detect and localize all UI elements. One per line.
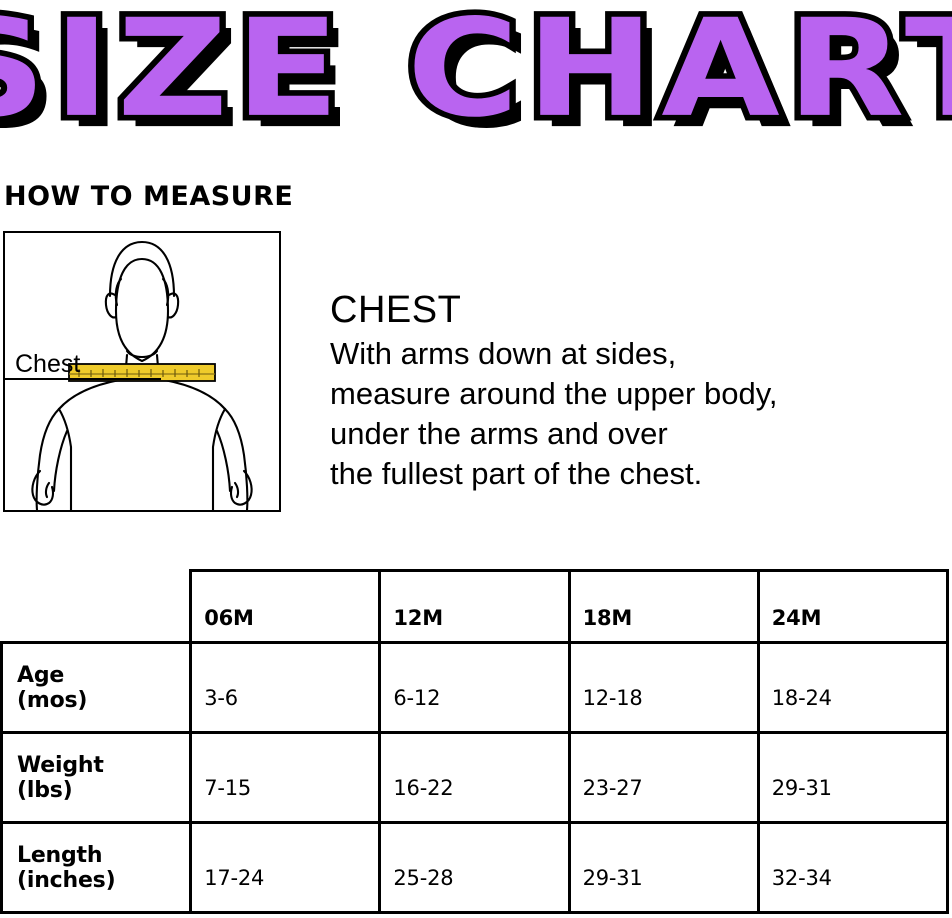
cell-length-24m: 32-34 bbox=[756, 821, 950, 914]
row-label-length: Length (inches) bbox=[0, 821, 193, 914]
cell-weight-18m: 23-27 bbox=[567, 731, 760, 824]
chest-description-line: measure around the upper body, bbox=[330, 376, 778, 411]
torso-figure-icon bbox=[31, 240, 253, 510]
cell-length-06m: 17-24 bbox=[189, 821, 382, 914]
row-label-age: Age (mos) bbox=[0, 641, 193, 734]
how-to-measure-heading: HOW TO MEASURE bbox=[4, 181, 294, 212]
row-label-line: Weight bbox=[17, 752, 104, 778]
row-label-line: (mos) bbox=[17, 687, 88, 713]
table-corner-cell bbox=[2, 571, 191, 643]
page-title: SIZE CHART bbox=[0, 0, 952, 151]
measuring-tape bbox=[68, 363, 216, 382]
table-row: Age (mos) 3-6 6-12 12-18 18-24 bbox=[0, 641, 950, 734]
cell-age-18m: 12-18 bbox=[567, 641, 760, 734]
cell-age-06m: 3-6 bbox=[189, 641, 382, 734]
cell-weight-24m: 29-31 bbox=[756, 731, 950, 824]
chest-callout-label: Chest bbox=[15, 350, 81, 378]
cell-age-24m: 18-24 bbox=[756, 641, 950, 734]
size-table: 06M 12M 18M 24M Age (mos) 3-6 6-12 12-18… bbox=[0, 569, 950, 914]
row-label-line: Length bbox=[17, 842, 103, 868]
table-header-06m: 06M bbox=[189, 569, 382, 644]
row-label-line: Age bbox=[17, 662, 65, 688]
cell-length-12m: 25-28 bbox=[378, 821, 571, 914]
table-header-row: 06M 12M 18M 24M bbox=[2, 569, 950, 644]
chest-description-line: With arms down at sides, bbox=[330, 336, 677, 371]
chest-description-line: the fullest part of the chest. bbox=[330, 456, 703, 491]
table-header-18m: 18M bbox=[567, 569, 760, 644]
cell-weight-06m: 7-15 bbox=[189, 731, 382, 824]
table-header-24m: 24M bbox=[756, 569, 950, 644]
row-label-weight: Weight (lbs) bbox=[0, 731, 193, 824]
cell-length-18m: 29-31 bbox=[567, 821, 760, 914]
body-measurement-diagram bbox=[3, 231, 281, 512]
table-row: Length (inches) 17-24 25-28 29-31 32-34 bbox=[0, 821, 950, 914]
cell-weight-12m: 16-22 bbox=[378, 731, 571, 824]
cell-age-12m: 6-12 bbox=[378, 641, 571, 734]
chest-instructions: CHEST With arms down at sides, measure a… bbox=[330, 288, 930, 494]
row-label-line: (lbs) bbox=[17, 777, 73, 803]
chest-description-line: under the arms and over bbox=[330, 416, 668, 451]
title-banner: SIZE CHART bbox=[0, 0, 952, 160]
row-label-line: (inches) bbox=[17, 867, 116, 893]
table-header-12m: 12M bbox=[378, 569, 571, 644]
table-row: Weight (lbs) 7-15 16-22 23-27 29-31 bbox=[0, 731, 950, 824]
chest-leader-line bbox=[5, 378, 161, 380]
chest-heading: CHEST bbox=[330, 289, 462, 331]
